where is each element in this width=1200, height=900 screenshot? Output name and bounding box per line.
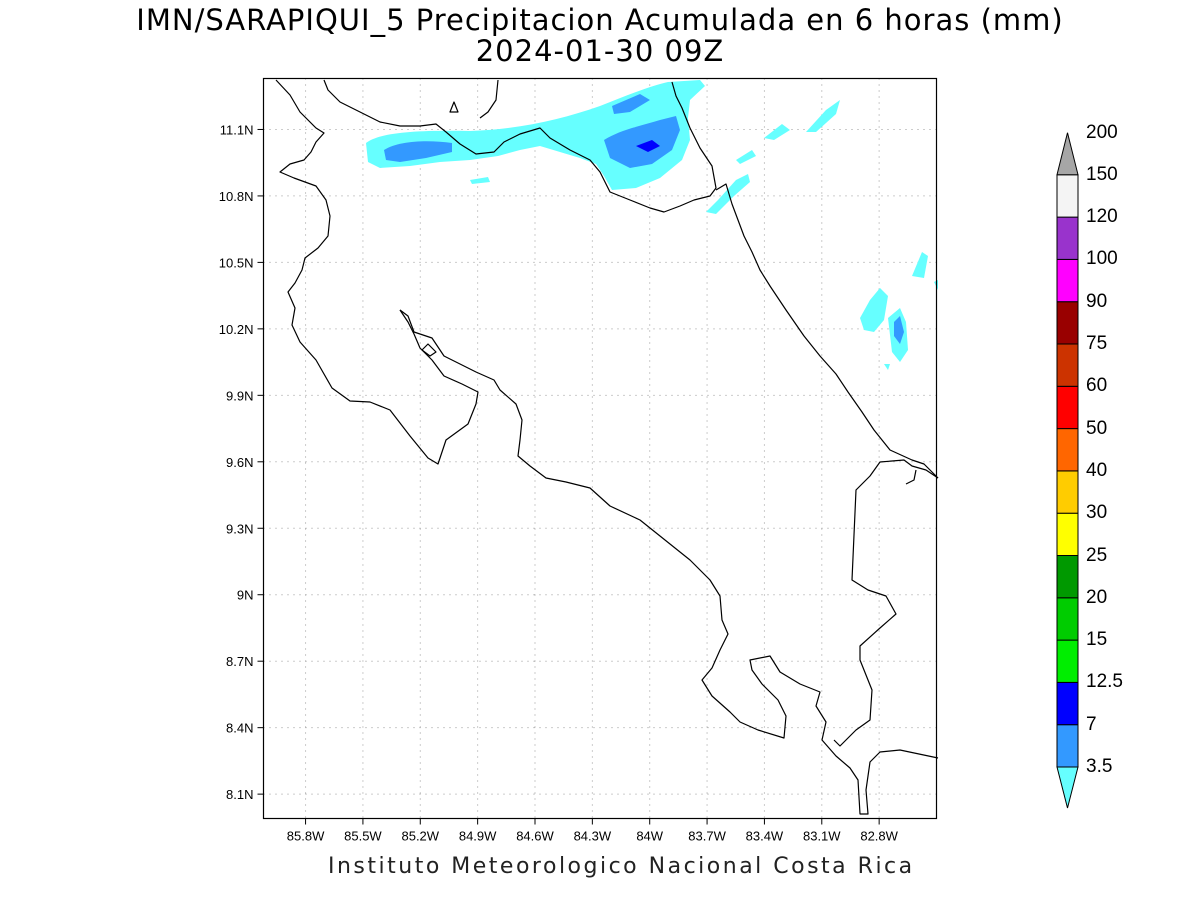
- lat-tick-label: 9.6N: [226, 455, 253, 470]
- colorbar-bin: [1056, 216, 1079, 260]
- colorbar-bin: [1056, 597, 1079, 641]
- colorbar-level-label: 50: [1086, 417, 1108, 439]
- colorbar-bin: [1056, 385, 1079, 430]
- lat-tick-label: 11.1N: [220, 122, 254, 137]
- map-frame: [262, 77, 938, 820]
- axis-labels: 85.8W 85.5W 85.2W 84.9W 84.6W 84.3W 84W 83.7W 83…: [219, 122, 899, 843]
- colorbar-bin: [1056, 258, 1079, 303]
- lat-tick-label: 9.9N: [226, 388, 253, 403]
- colorbar-level-label: 75: [1086, 333, 1108, 354]
- precip-area-12.5: [636, 140, 660, 152]
- map-title: IMN/SARAPIQUI_5 Precipitacion Acumulada …: [136, 3, 1064, 37]
- lon-tick-label: 85.8W: [287, 829, 325, 844]
- colorbar-bin: [1056, 512, 1079, 557]
- footer-credit: Instituto Meteorologico Nacional Costa R…: [328, 854, 915, 879]
- lon-tick-label: 84.9W: [459, 829, 497, 844]
- lat-tick-label: 8.7N: [226, 654, 253, 669]
- precip-area-3.5: [860, 288, 888, 332]
- axis-ticks: [257, 128, 880, 825]
- precip-area-7: [894, 316, 904, 344]
- lon-tick-label: 84.3W: [574, 829, 612, 844]
- colorbar-bin: [1056, 639, 1079, 683]
- lat-lon-grid: [263, 78, 937, 819]
- colorbar-bin: [1056, 343, 1079, 387]
- lon-tick-label: 82.8W: [860, 829, 898, 844]
- colorbar-bin: [1056, 681, 1079, 726]
- colorbar-level-label: 30: [1086, 502, 1108, 524]
- lat-tick-label: 8.1N: [226, 787, 253, 802]
- lat-tick-label: 10.5N: [219, 255, 254, 270]
- lat-tick-label: 9N: [237, 588, 254, 603]
- colorbar: [1056, 132, 1079, 809]
- colorbar-bin: [1056, 470, 1079, 514]
- colorbar-level-label: 150: [1086, 163, 1118, 185]
- precip-area-3.5: [764, 124, 790, 140]
- lon-tick-label: 83.7W: [688, 829, 726, 844]
- precip-area-3.5: [806, 100, 840, 132]
- colorbar-level-label: 25: [1086, 544, 1108, 566]
- precip-area-7: [384, 141, 452, 162]
- colorbar-bin: [1056, 428, 1079, 472]
- lat-tick-label: 8.4N: [226, 721, 253, 736]
- lon-tick-label: 85.5W: [344, 829, 382, 844]
- lat-tick-label: 10.2N: [219, 322, 254, 337]
- colorbar-level-label: 15: [1086, 629, 1108, 651]
- colorbar-level-label: 90: [1086, 290, 1108, 312]
- colorbar-level-label: 60: [1086, 375, 1108, 397]
- lat-tick-label: 10.8N: [219, 189, 254, 204]
- colorbar-bin: [1056, 724, 1079, 768]
- precip-area-7: [604, 116, 680, 168]
- precip-area-7: [612, 94, 650, 114]
- colorbar-level-label: 200: [1086, 121, 1118, 143]
- map-datetime: 2024-01-30 09Z: [475, 34, 725, 68]
- colorbar-bin: [1056, 132, 1079, 176]
- colorbar-level-label: 100: [1086, 248, 1118, 270]
- precip-area-3.5: [706, 174, 750, 214]
- colorbar-level-label: 3.5: [1086, 756, 1113, 777]
- lon-tick-label: 83.4W: [746, 829, 784, 844]
- colorbar-bin: [1056, 174, 1079, 218]
- colorbar-bin: [1056, 555, 1079, 599]
- lon-tick-label: 84W: [636, 829, 663, 844]
- colorbar-level-label: 120: [1086, 206, 1118, 228]
- colorbar-level-label: 7: [1086, 713, 1097, 735]
- lon-tick-label: 84.6W: [516, 829, 554, 844]
- colorbar-level-label: 12.5: [1086, 671, 1123, 693]
- precip-area-3.5: [736, 150, 756, 164]
- lon-tick-label: 83.1W: [803, 829, 841, 844]
- precip-area-3.5: [884, 364, 890, 370]
- colorbar-level-label: 20: [1086, 586, 1108, 608]
- precip-area-3.5: [912, 252, 928, 278]
- precip-area-3.5: [470, 177, 490, 184]
- lat-tick-label: 9.3N: [226, 521, 253, 536]
- precipitation-shading: [366, 80, 938, 370]
- colorbar-bin: [1056, 301, 1079, 345]
- colorbar-level-label: 40: [1086, 459, 1108, 481]
- coastlines-and-borders: [275, 79, 939, 815]
- lon-tick-label: 85.2W: [401, 829, 439, 844]
- colorbar-bin: [1056, 766, 1079, 809]
